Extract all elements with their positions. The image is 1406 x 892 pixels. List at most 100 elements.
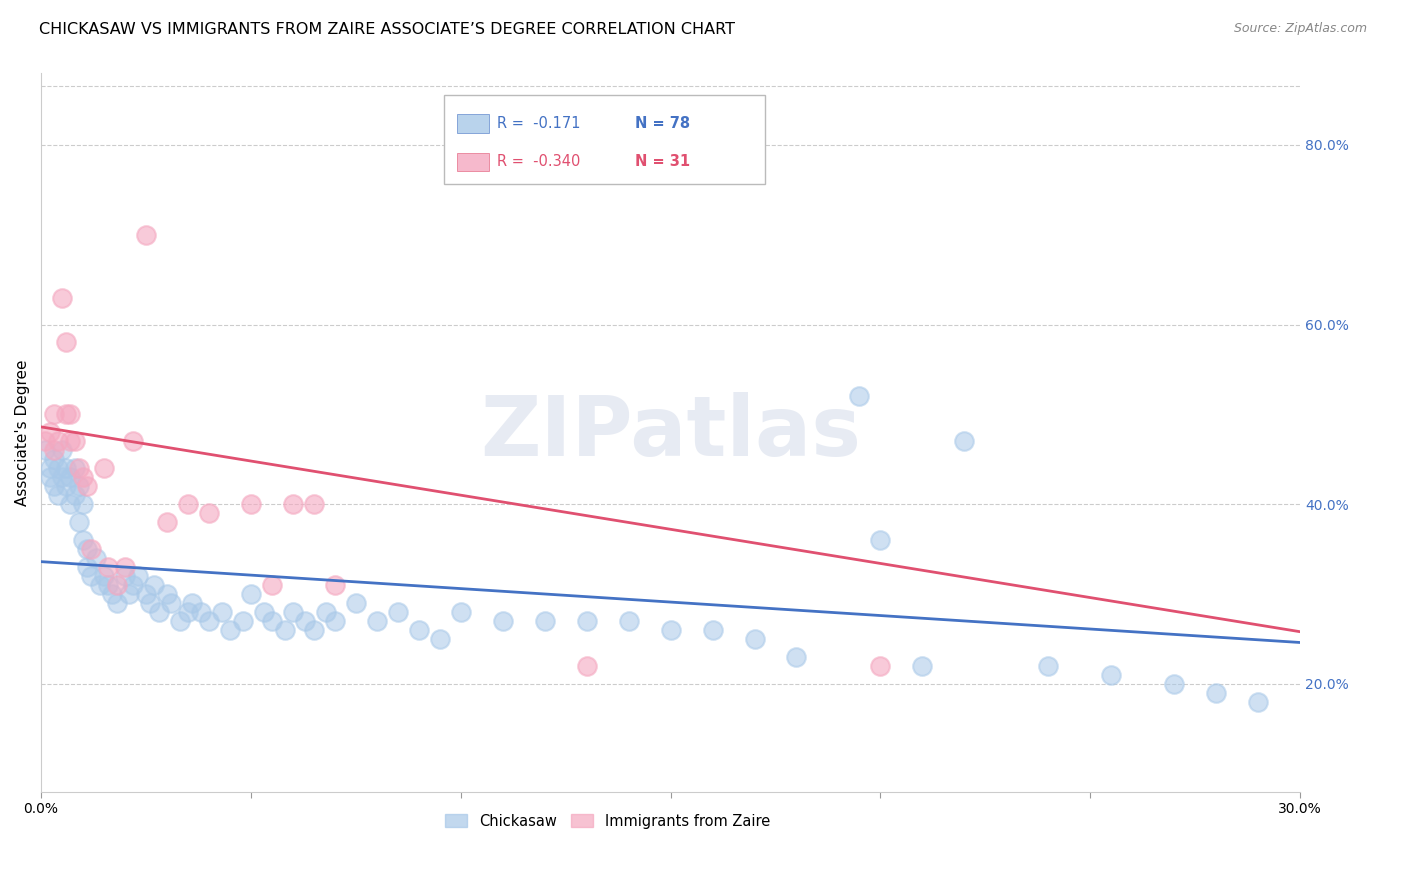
Point <box>492 614 515 628</box>
Point <box>190 605 212 619</box>
Point <box>143 578 166 592</box>
Point <box>93 569 115 583</box>
FancyBboxPatch shape <box>457 153 489 171</box>
Point <box>51 443 73 458</box>
Point <box>450 605 472 619</box>
Point <box>59 407 82 421</box>
Point <box>169 614 191 628</box>
Point <box>198 614 221 628</box>
Text: Source: ZipAtlas.com: Source: ZipAtlas.com <box>1233 22 1367 36</box>
Point <box>294 614 316 628</box>
Point <box>323 578 346 592</box>
Point <box>80 569 103 583</box>
Point <box>55 407 77 421</box>
Point <box>105 578 128 592</box>
Point <box>239 497 262 511</box>
Point <box>211 605 233 619</box>
Point <box>51 470 73 484</box>
Point <box>1163 677 1185 691</box>
Point <box>114 560 136 574</box>
Point <box>323 614 346 628</box>
Point <box>76 560 98 574</box>
Point <box>869 533 891 547</box>
Point <box>344 596 367 610</box>
Point <box>848 389 870 403</box>
Text: R =  -0.171: R = -0.171 <box>496 116 595 131</box>
Point <box>42 407 65 421</box>
Point <box>67 479 90 493</box>
Point <box>97 560 120 574</box>
Point <box>260 614 283 628</box>
Point <box>76 542 98 557</box>
Point <box>273 623 295 637</box>
Point <box>46 434 69 449</box>
Point <box>198 506 221 520</box>
Point <box>63 488 86 502</box>
Point <box>72 470 94 484</box>
Point <box>55 479 77 493</box>
Legend: Chickasaw, Immigrants from Zaire: Chickasaw, Immigrants from Zaire <box>440 808 776 835</box>
Point <box>281 605 304 619</box>
Point <box>55 335 77 350</box>
Point <box>575 614 598 628</box>
Point <box>177 605 200 619</box>
Point <box>1099 668 1122 682</box>
Point <box>51 291 73 305</box>
Point <box>156 515 179 529</box>
Point <box>366 614 388 628</box>
Point <box>533 614 555 628</box>
Point <box>122 434 145 449</box>
Point <box>408 623 430 637</box>
Point <box>122 578 145 592</box>
Y-axis label: Associate's Degree: Associate's Degree <box>15 359 30 506</box>
Point <box>135 587 157 601</box>
FancyBboxPatch shape <box>457 114 489 133</box>
Point <box>252 605 274 619</box>
Point <box>63 461 86 475</box>
Point <box>46 488 69 502</box>
Point <box>953 434 976 449</box>
Point <box>1247 695 1270 709</box>
Point <box>63 434 86 449</box>
Point <box>135 227 157 242</box>
Point <box>42 452 65 467</box>
Point <box>617 614 640 628</box>
Point <box>93 461 115 475</box>
Point <box>148 605 170 619</box>
Point <box>89 578 111 592</box>
Point <box>177 497 200 511</box>
Point <box>67 515 90 529</box>
Point <box>55 461 77 475</box>
Point <box>232 614 254 628</box>
Point <box>785 649 807 664</box>
Point <box>42 479 65 493</box>
FancyBboxPatch shape <box>444 95 765 185</box>
Point <box>281 497 304 511</box>
Point <box>38 425 60 440</box>
Point <box>34 434 56 449</box>
Point <box>869 658 891 673</box>
Point <box>156 587 179 601</box>
Point <box>219 623 242 637</box>
Point <box>1205 686 1227 700</box>
Point <box>659 623 682 637</box>
Point <box>46 461 69 475</box>
Point <box>1038 658 1060 673</box>
Point <box>260 578 283 592</box>
Point <box>72 533 94 547</box>
Text: ZIPatlas: ZIPatlas <box>479 392 860 473</box>
Point <box>160 596 183 610</box>
Point <box>239 587 262 601</box>
Point <box>59 470 82 484</box>
Text: CHICKASAW VS IMMIGRANTS FROM ZAIRE ASSOCIATE’S DEGREE CORRELATION CHART: CHICKASAW VS IMMIGRANTS FROM ZAIRE ASSOC… <box>39 22 735 37</box>
Point <box>76 479 98 493</box>
Point <box>101 587 124 601</box>
Point <box>59 434 82 449</box>
Point <box>429 632 451 646</box>
Point <box>42 443 65 458</box>
Point <box>127 569 149 583</box>
Point <box>97 578 120 592</box>
Text: N = 78: N = 78 <box>636 116 690 131</box>
Point <box>80 542 103 557</box>
Point <box>702 623 724 637</box>
